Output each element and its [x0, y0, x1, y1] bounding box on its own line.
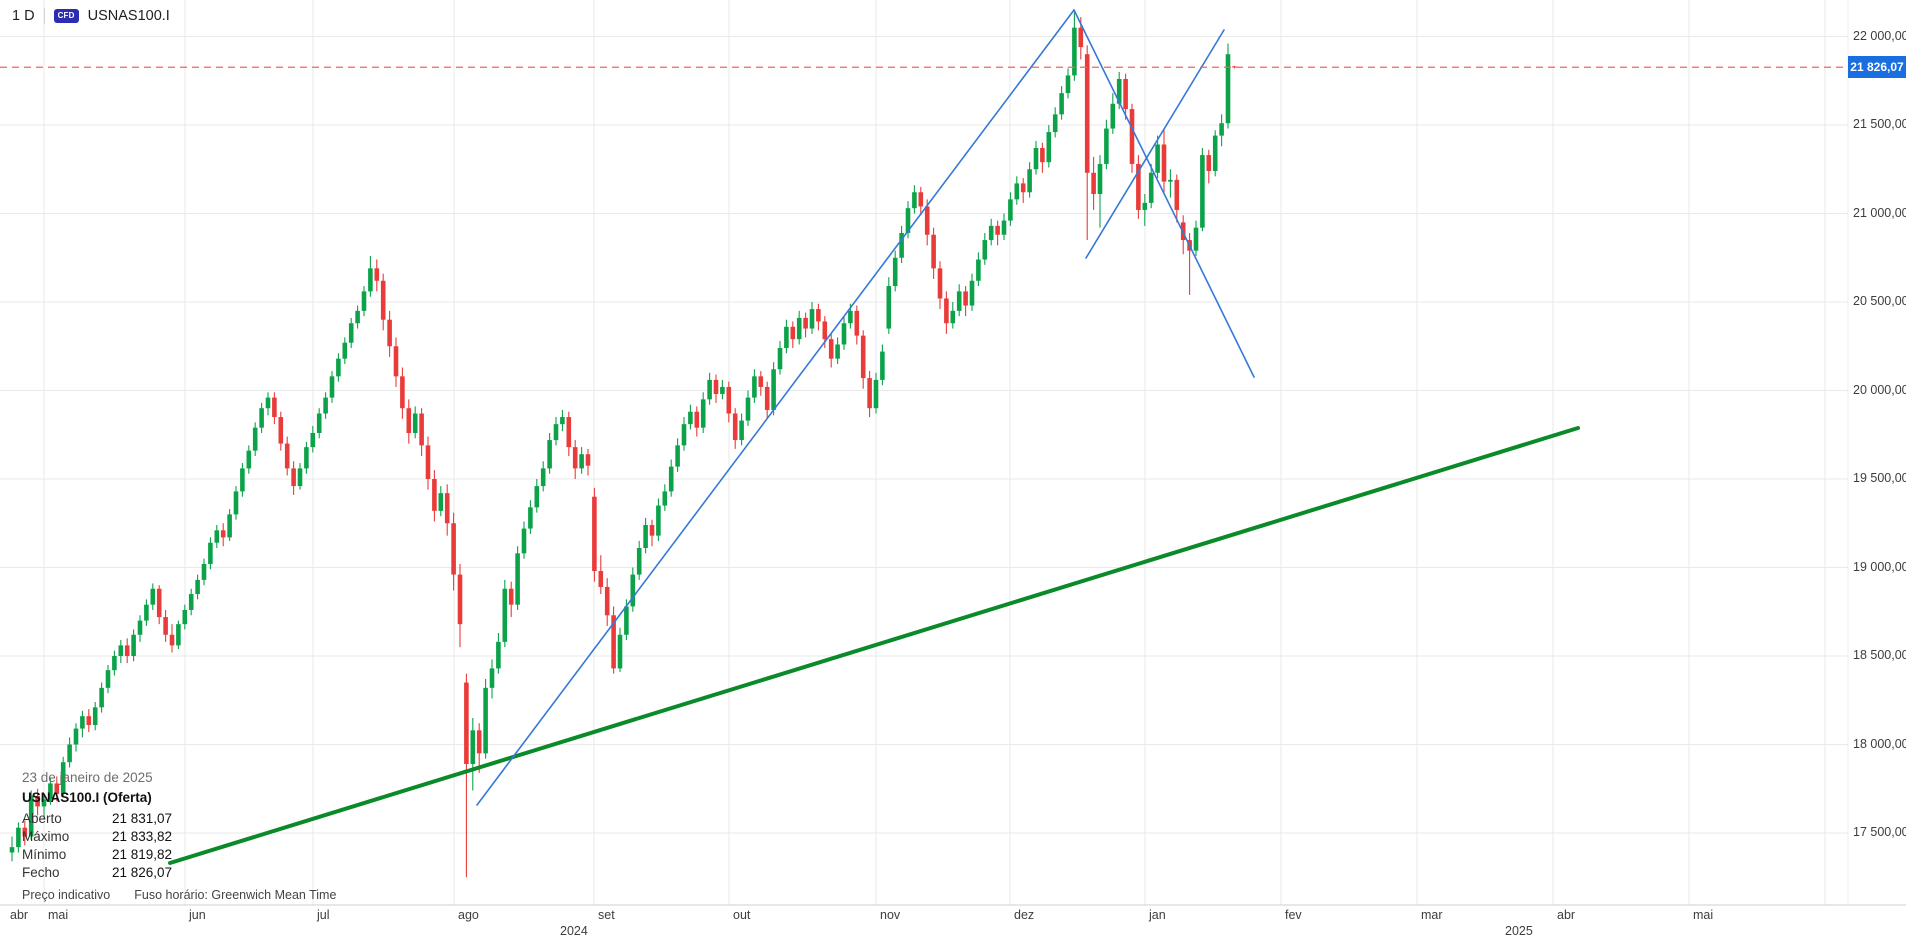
tooltip-row: Aberto 21 831,07 [22, 810, 172, 828]
tooltip-row-label: Aberto [22, 811, 62, 826]
tooltip-row-label: Máximo [22, 829, 70, 844]
tooltip-date: 23 de janeiro de 2025 [22, 770, 153, 785]
chart-header: 1 D CFD USNAS100.I [12, 8, 170, 24]
chart-footnote: Preço indicativo Fuso horário: Greenwich… [22, 888, 336, 902]
tooltip-rows: Aberto 21 831,07 Máximo 21 833,82 Mínimo 21 8… [22, 810, 172, 882]
cfd-badge-icon: CFD [53, 9, 79, 23]
tooltip-row: Máximo 21 833,82 [22, 828, 172, 846]
ohlc-tooltip: 23 de janeiro de 2025 USNAS100.I (Oferta… [22, 770, 172, 882]
indicative-price-note: Preço indicativo [22, 888, 111, 902]
tooltip-row-value: 21 819,82 [111, 847, 172, 862]
header-divider [43, 8, 45, 24]
tooltip-row-label: Mínimo [22, 847, 67, 862]
tooltip-row: Fecho 21 826,07 [22, 864, 172, 882]
timeframe-label[interactable]: 1 D [12, 8, 35, 24]
instrument-name[interactable]: USNAS100.I [87, 8, 170, 24]
tooltip-row: Mínimo 21 819,82 [22, 846, 172, 864]
current-price-badge: 21 826,07 [1848, 56, 1906, 79]
tooltip-row-label: Fecho [22, 865, 60, 880]
tooltip-row-value: 21 826,07 [111, 865, 172, 880]
tooltip-row-value: 21 831,07 [111, 811, 172, 826]
timezone-note: Fuso horário: Greenwich Mean Time [134, 888, 337, 902]
tooltip-row-value: 21 833,82 [111, 829, 172, 844]
tooltip-title: USNAS100.I (Oferta) [22, 790, 152, 805]
